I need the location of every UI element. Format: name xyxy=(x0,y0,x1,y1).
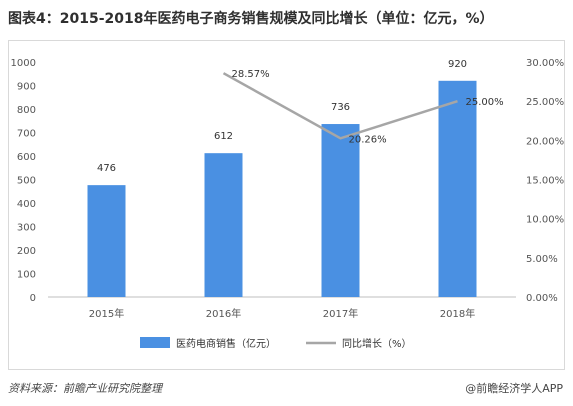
bar-value-label: 476 xyxy=(97,163,116,174)
x-axis-ticks: 2015年 2016年 2017年 2018年 xyxy=(89,307,475,320)
chart-frame xyxy=(8,40,565,370)
left-tick-label: 400 xyxy=(17,199,36,210)
chart-title: 图表4：2015-2018年医药电子商务销售规模及同比增长（单位：亿元，%） xyxy=(8,11,494,27)
legend: 医药电商销售（亿元） 同比增长（%） xyxy=(140,337,412,350)
brand-note: @前瞻经济学人APP xyxy=(465,382,563,395)
x-tick-label: 2016年 xyxy=(206,307,241,320)
left-tick-label: 0 xyxy=(30,293,36,304)
growth-line xyxy=(222,72,458,140)
x-tick-label: 2017年 xyxy=(323,307,358,320)
left-tick-label: 300 xyxy=(17,223,36,234)
left-axis-ticks: 0 100 200 300 400 500 600 700 800 900 1000 xyxy=(11,58,36,304)
right-tick-label: 20.00% xyxy=(526,136,564,147)
bar-data-labels: 476 612 736 920 xyxy=(97,59,467,174)
line-data-labels: 28.57% 20.26% 25.00% xyxy=(232,69,504,145)
bar xyxy=(438,80,477,297)
growth-value-label: 20.26% xyxy=(349,134,387,145)
bar-series xyxy=(87,80,477,297)
legend-bar-label: 医药电商销售（亿元） xyxy=(176,337,276,350)
x-tick-label: 2015年 xyxy=(89,307,124,320)
bar xyxy=(321,124,360,297)
left-tick-label: 200 xyxy=(17,246,36,257)
growth-value-label: 28.57% xyxy=(232,69,270,80)
legend-bar-swatch xyxy=(140,337,170,348)
bar-value-label: 736 xyxy=(331,102,350,113)
right-tick-label: 25.00% xyxy=(526,97,564,108)
right-tick-label: 10.00% xyxy=(526,215,564,226)
right-tick-label: 15.00% xyxy=(526,176,564,187)
left-tick-label: 1000 xyxy=(11,58,36,69)
bar-value-label: 920 xyxy=(448,59,467,70)
x-tick-label: 2018年 xyxy=(440,307,475,320)
left-tick-label: 500 xyxy=(17,176,36,187)
left-tick-label: 800 xyxy=(17,105,36,116)
right-tick-label: 5.00% xyxy=(526,254,558,265)
bar xyxy=(87,185,126,297)
left-tick-label: 900 xyxy=(17,82,36,93)
left-tick-label: 600 xyxy=(17,152,36,163)
right-axis-ticks: 0.00% 5.00% 10.00% 15.00% 20.00% 25.00% 30.00% xyxy=(526,58,564,304)
left-tick-label: 100 xyxy=(17,270,36,281)
source-note: 资料来源：前瞻产业研究院整理 xyxy=(8,382,162,395)
legend-line-label: 同比增长（%） xyxy=(342,337,412,350)
left-tick-label: 700 xyxy=(17,129,36,140)
bar xyxy=(204,153,243,297)
right-tick-label: 0.00% xyxy=(526,293,558,304)
growth-value-label: 25.00% xyxy=(466,97,504,108)
bar-value-label: 612 xyxy=(214,131,233,142)
right-tick-label: 30.00% xyxy=(526,58,564,69)
